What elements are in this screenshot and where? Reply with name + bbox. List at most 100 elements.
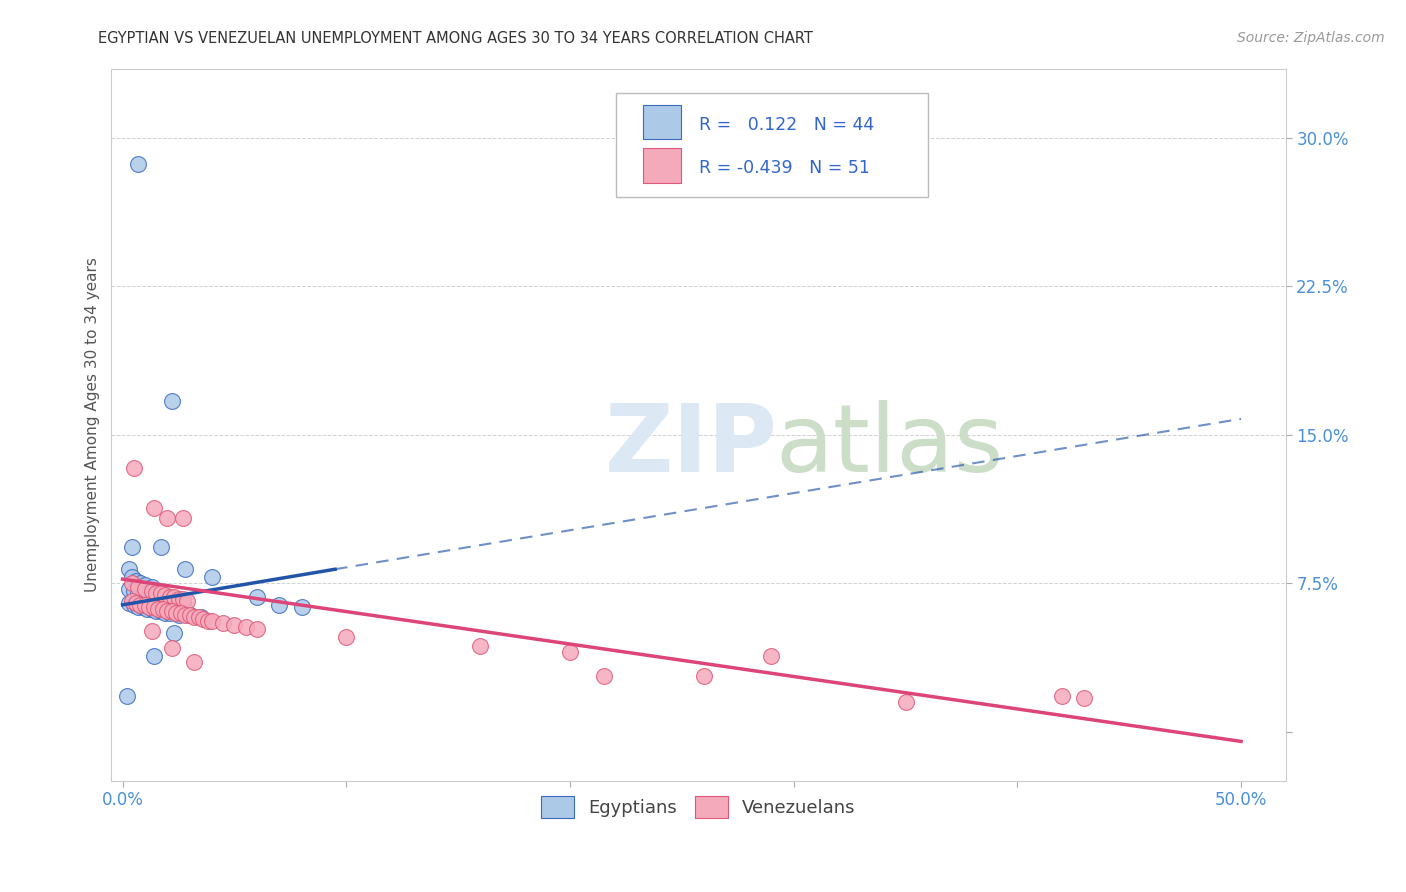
Point bbox=[132, 588, 155, 602]
Point bbox=[141, 602, 163, 616]
Point bbox=[1073, 690, 1095, 705]
Point bbox=[1050, 689, 1073, 703]
Point bbox=[335, 630, 357, 644]
Point bbox=[136, 590, 159, 604]
Point bbox=[160, 604, 183, 618]
Point bbox=[156, 604, 179, 618]
Point bbox=[134, 578, 156, 592]
Point bbox=[176, 594, 198, 608]
Point bbox=[153, 606, 176, 620]
Point bbox=[152, 602, 174, 616]
Point bbox=[290, 599, 312, 614]
Point bbox=[121, 594, 143, 608]
Bar bbox=[644, 105, 681, 139]
Point bbox=[167, 596, 190, 610]
Point bbox=[163, 590, 186, 604]
Text: EGYPTIAN VS VENEZUELAN UNEMPLOYMENT AMONG AGES 30 TO 34 YEARS CORRELATION CHART: EGYPTIAN VS VENEZUELAN UNEMPLOYMENT AMON… bbox=[98, 31, 813, 46]
Point bbox=[134, 598, 156, 612]
Point bbox=[149, 594, 172, 608]
Point bbox=[197, 614, 219, 628]
Point bbox=[224, 617, 246, 632]
Point bbox=[138, 599, 160, 614]
Point bbox=[190, 609, 212, 624]
Point bbox=[160, 394, 183, 409]
Point bbox=[141, 590, 163, 604]
Point bbox=[149, 604, 172, 618]
Point bbox=[191, 612, 214, 626]
Point bbox=[163, 625, 186, 640]
Point bbox=[201, 570, 224, 584]
Point bbox=[148, 602, 170, 616]
Point bbox=[246, 590, 269, 604]
Point bbox=[125, 596, 148, 610]
Point bbox=[179, 607, 201, 622]
Point bbox=[894, 695, 917, 709]
Point bbox=[118, 596, 141, 610]
Text: R = -0.439   N = 51: R = -0.439 N = 51 bbox=[699, 160, 869, 178]
Point bbox=[246, 622, 269, 636]
Point bbox=[156, 510, 179, 524]
Point bbox=[153, 588, 176, 602]
Point bbox=[235, 619, 257, 633]
Point bbox=[129, 576, 152, 591]
Point bbox=[122, 598, 145, 612]
Point bbox=[121, 570, 143, 584]
Point bbox=[141, 624, 163, 638]
Point bbox=[693, 669, 716, 683]
Point bbox=[145, 591, 167, 606]
Point bbox=[129, 598, 152, 612]
Point bbox=[201, 614, 224, 628]
Point bbox=[132, 599, 155, 614]
Point bbox=[174, 562, 197, 576]
Point bbox=[142, 500, 165, 515]
Point bbox=[183, 609, 205, 624]
Point bbox=[159, 606, 181, 620]
Text: R =   0.122   N = 44: R = 0.122 N = 44 bbox=[699, 116, 875, 134]
Point bbox=[159, 594, 181, 608]
Point bbox=[121, 541, 143, 555]
Point bbox=[761, 649, 783, 664]
Point bbox=[127, 599, 149, 614]
Point bbox=[159, 590, 181, 604]
Point bbox=[134, 582, 156, 596]
Point bbox=[167, 591, 190, 606]
Point bbox=[212, 615, 235, 630]
Point bbox=[142, 649, 165, 664]
Point bbox=[149, 586, 172, 600]
Point bbox=[183, 655, 205, 669]
Point bbox=[122, 461, 145, 475]
Text: ZIP: ZIP bbox=[605, 401, 778, 492]
Point bbox=[125, 574, 148, 588]
Bar bbox=[644, 148, 681, 183]
FancyBboxPatch shape bbox=[616, 94, 928, 197]
Point bbox=[172, 596, 194, 610]
Point bbox=[149, 541, 172, 555]
Text: atlas: atlas bbox=[775, 401, 1002, 492]
Point bbox=[141, 580, 163, 594]
Point bbox=[118, 582, 141, 596]
Point bbox=[167, 607, 190, 622]
Point bbox=[160, 641, 183, 656]
Point bbox=[172, 510, 194, 524]
Point bbox=[127, 580, 149, 594]
Point bbox=[127, 586, 149, 600]
Point bbox=[558, 645, 581, 659]
Point bbox=[269, 598, 291, 612]
Point bbox=[115, 689, 138, 703]
Point bbox=[170, 606, 193, 620]
Point bbox=[592, 669, 614, 683]
Point bbox=[122, 584, 145, 599]
Point bbox=[163, 596, 186, 610]
Point bbox=[174, 607, 197, 622]
Point bbox=[165, 606, 187, 620]
Legend: Egyptians, Venezuelans: Egyptians, Venezuelans bbox=[534, 789, 863, 825]
Point bbox=[179, 607, 201, 622]
Point bbox=[145, 604, 167, 618]
Point bbox=[470, 640, 492, 654]
Y-axis label: Unemployment Among Ages 30 to 34 years: Unemployment Among Ages 30 to 34 years bbox=[86, 257, 100, 592]
Point bbox=[141, 584, 163, 599]
Point bbox=[127, 156, 149, 170]
Point bbox=[145, 586, 167, 600]
Point bbox=[142, 599, 165, 614]
Point bbox=[136, 602, 159, 616]
